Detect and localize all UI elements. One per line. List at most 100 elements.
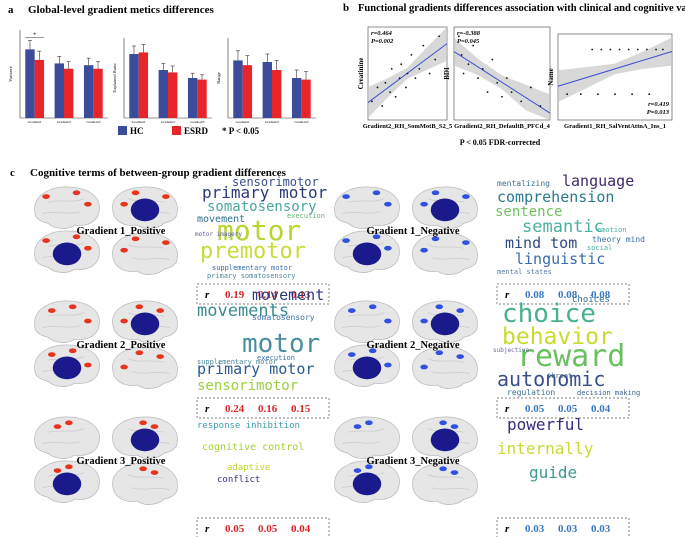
cluster (72, 190, 81, 196)
cluster (120, 318, 128, 324)
brain-view (412, 346, 478, 389)
sulcus (42, 312, 85, 329)
point (400, 63, 403, 66)
cluster (150, 470, 159, 475)
medial-wall (430, 312, 460, 336)
bar (54, 63, 64, 118)
cluster (353, 424, 362, 429)
brain-view (412, 416, 478, 459)
point (655, 48, 657, 51)
cluster (368, 304, 377, 310)
cluster (84, 362, 92, 368)
bar (129, 54, 139, 118)
y-axis-label: Creatinine (357, 58, 365, 90)
word: sensorimotor (232, 175, 319, 189)
cluster (156, 308, 164, 313)
word: social (587, 244, 612, 252)
point (410, 54, 413, 56)
brain-view (112, 462, 178, 505)
word: linguistic (515, 250, 605, 268)
word: mental states (497, 268, 552, 276)
r-label: r (505, 289, 510, 301)
group-label: Gradient 1_Negative (366, 226, 459, 237)
cluster (48, 308, 56, 313)
bar (168, 72, 178, 118)
cluster (384, 245, 392, 251)
point (648, 93, 651, 96)
x-tick-label: Gradient1 (236, 120, 250, 124)
y-axis-label: Variance (8, 66, 13, 82)
cluster (462, 194, 470, 199)
bar (242, 65, 253, 118)
point (477, 77, 479, 80)
brain-view (112, 346, 178, 389)
cortex (334, 186, 400, 229)
word: motor (217, 214, 301, 247)
word: comprehension (497, 188, 614, 206)
x-axis-label: Gradient2_RH_SomMotB_S2_5 (363, 123, 453, 130)
cluster (65, 464, 73, 470)
x-tick-label: Gradient2 (57, 120, 71, 124)
cortex (412, 462, 478, 505)
point (486, 91, 489, 93)
cluster (384, 201, 392, 207)
sulcus (42, 198, 85, 215)
cluster (384, 318, 392, 324)
cluster (120, 247, 128, 253)
cluster (431, 236, 440, 242)
brain-view (34, 186, 100, 229)
word: choice (502, 299, 596, 329)
fit-line (557, 51, 673, 87)
point (422, 44, 425, 47)
point (646, 48, 648, 51)
group-label: Gradient 2_Negative (366, 340, 459, 351)
r-value: 0.04 (291, 523, 311, 535)
point (398, 77, 401, 80)
sulcus (342, 428, 385, 445)
panel-label: a (8, 4, 14, 16)
point (381, 105, 384, 107)
word: premotor (200, 239, 306, 264)
cluster (435, 304, 444, 310)
y-axis-label: Name (547, 68, 555, 86)
bar (138, 52, 149, 118)
cluster (42, 238, 50, 243)
point (457, 35, 460, 38)
x-axis-label: Gradient2_RH_DefaultB_PFCd_4 (454, 123, 550, 130)
point (371, 100, 373, 103)
cortex (112, 232, 178, 275)
brain-view (412, 186, 478, 229)
r-label: r (505, 403, 510, 415)
cluster (456, 308, 464, 313)
cluster (439, 466, 447, 472)
point (406, 72, 409, 75)
word: subjective (493, 347, 530, 354)
word: semantic (522, 217, 604, 237)
bar (25, 49, 35, 118)
r-value: 0.19 (225, 289, 245, 301)
word: mind tom (505, 234, 577, 252)
medial-wall (52, 472, 82, 496)
cluster (68, 304, 77, 310)
point (631, 93, 633, 96)
word: conflict (217, 475, 260, 485)
cluster (420, 201, 428, 207)
brain-view (34, 344, 100, 387)
x-tick-label: Gradient3 (86, 120, 100, 124)
cluster (135, 350, 144, 356)
point (505, 77, 508, 80)
confidence-band (558, 37, 672, 103)
word: cognitive control (202, 442, 304, 453)
medial-wall (430, 198, 460, 222)
word: motor (242, 329, 320, 359)
brain-view (334, 344, 400, 387)
medial-wall (352, 356, 382, 380)
r-value: 0.05 (525, 403, 545, 415)
cluster (131, 236, 140, 242)
cluster (72, 234, 81, 240)
cluster (53, 424, 62, 429)
cluster (139, 420, 147, 426)
panel-label: c (10, 167, 15, 179)
sulcus (342, 198, 385, 215)
word: behavior (502, 324, 613, 350)
